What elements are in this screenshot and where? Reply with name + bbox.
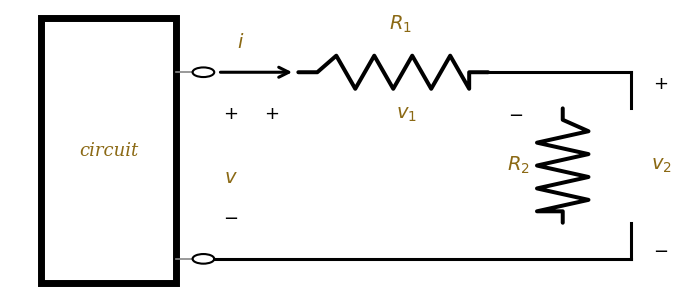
Text: $-$: $-$ — [223, 208, 238, 226]
Text: $+$: $+$ — [223, 105, 238, 123]
Text: circuit: circuit — [79, 141, 138, 160]
Text: $+$: $+$ — [654, 75, 669, 93]
Text: $R_1$: $R_1$ — [388, 14, 412, 35]
Text: $v$: $v$ — [224, 169, 237, 187]
Text: $v_1$: $v_1$ — [397, 105, 417, 123]
Text: $-$: $-$ — [508, 105, 523, 123]
Bar — [41, 18, 176, 283]
Text: $v_2$: $v_2$ — [651, 157, 671, 175]
Text: $+$: $+$ — [264, 105, 279, 123]
Text: $i$: $i$ — [237, 33, 244, 52]
Text: $-$: $-$ — [654, 241, 669, 259]
Text: $R_2$: $R_2$ — [507, 155, 530, 176]
